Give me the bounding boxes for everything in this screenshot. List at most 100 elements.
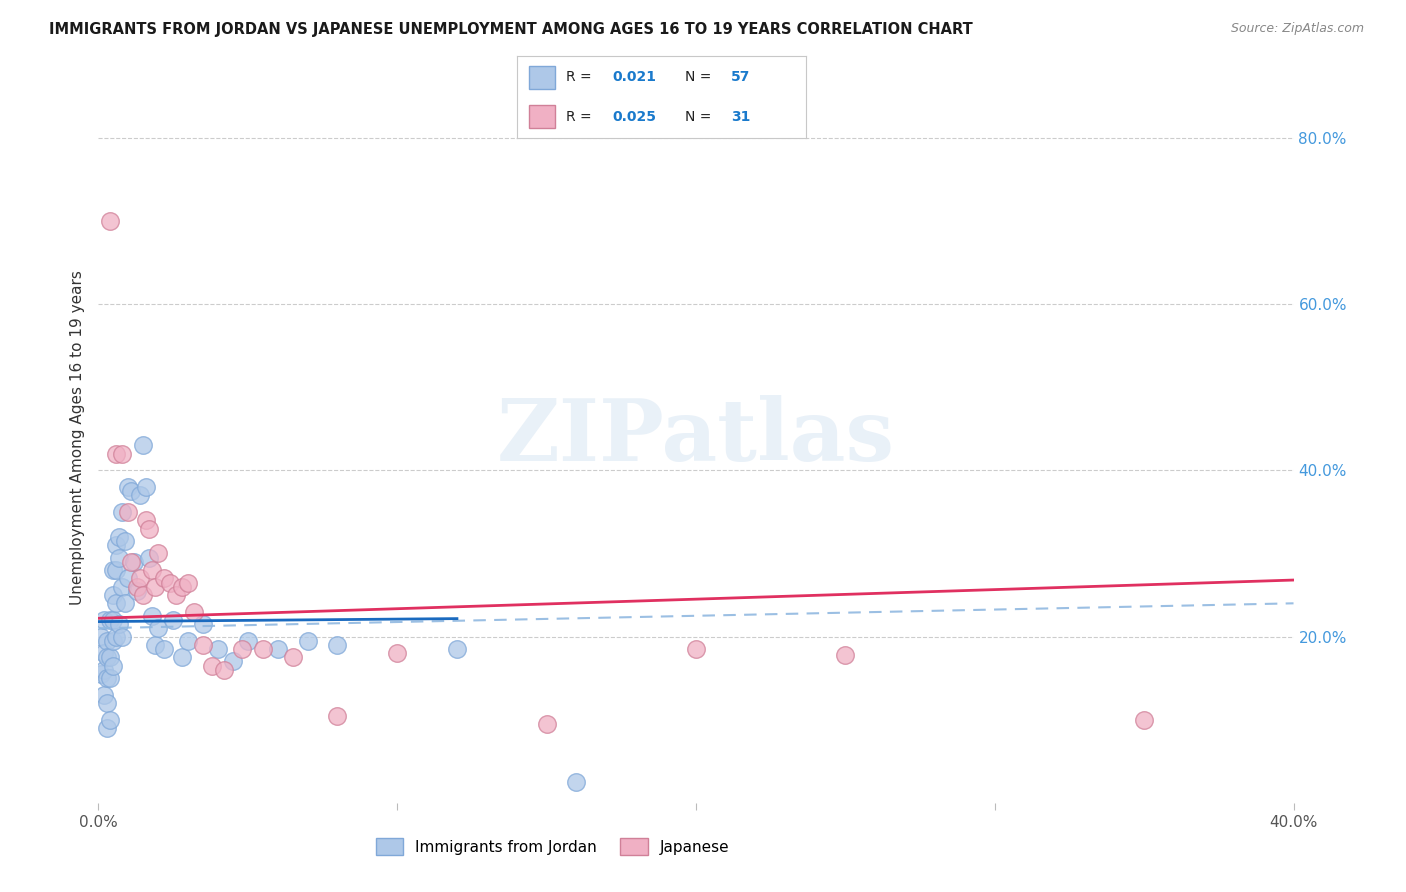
Point [143, 638, 166, 652]
Point [96, 633, 118, 648]
Point [834, 648, 856, 662]
Point [153, 642, 176, 657]
Point [326, 708, 349, 723]
Point [148, 546, 170, 560]
Point [96, 671, 118, 685]
Point [114, 596, 136, 610]
Point [207, 642, 229, 657]
Point [141, 563, 163, 577]
Point [685, 642, 707, 657]
Point [201, 658, 224, 673]
Point [117, 505, 139, 519]
Point [143, 580, 166, 594]
Text: N =: N = [685, 70, 716, 84]
Text: 57: 57 [731, 70, 749, 84]
Point [96, 696, 118, 710]
Text: 31: 31 [731, 111, 749, 124]
Point [281, 650, 304, 665]
Point [148, 621, 170, 635]
Y-axis label: Unemployment Among Ages 16 to 19 years: Unemployment Among Ages 16 to 19 years [69, 269, 84, 605]
Point [138, 550, 160, 565]
Text: Source: ZipAtlas.com: Source: ZipAtlas.com [1230, 22, 1364, 36]
Point [96, 721, 118, 735]
Point [153, 571, 176, 585]
Point [98, 214, 122, 228]
Point [172, 580, 194, 594]
Point [105, 596, 128, 610]
Point [129, 571, 152, 585]
Point [98, 613, 122, 627]
Point [105, 563, 128, 577]
Text: 0.025: 0.025 [613, 111, 657, 124]
Point [93, 688, 115, 702]
FancyBboxPatch shape [529, 105, 555, 128]
Point [117, 480, 139, 494]
Text: R =: R = [567, 70, 596, 84]
Point [120, 484, 142, 499]
Point [93, 613, 115, 627]
Point [297, 633, 319, 648]
Point [98, 671, 122, 685]
Point [127, 583, 149, 598]
Point [446, 642, 468, 657]
Point [105, 630, 128, 644]
Point [183, 605, 205, 619]
Point [222, 655, 245, 669]
Point [103, 588, 125, 602]
Point [135, 513, 157, 527]
Point [162, 613, 184, 627]
Point [536, 716, 558, 731]
Point [385, 646, 409, 660]
Point [129, 488, 152, 502]
Point [120, 555, 142, 569]
Point [111, 505, 134, 519]
Point [191, 638, 214, 652]
Point [252, 642, 274, 657]
Point [108, 550, 131, 565]
Point [135, 480, 157, 494]
Point [96, 650, 118, 665]
Point [103, 563, 125, 577]
Legend: Immigrants from Jordan, Japanese: Immigrants from Jordan, Japanese [370, 832, 735, 861]
Point [236, 633, 259, 648]
Point [111, 630, 134, 644]
Point [326, 638, 349, 652]
Text: 0.021: 0.021 [613, 70, 657, 84]
Point [93, 646, 115, 660]
Point [111, 447, 134, 461]
Point [124, 555, 146, 569]
Point [138, 521, 160, 535]
Point [103, 613, 125, 627]
Text: N =: N = [685, 111, 716, 124]
Point [132, 588, 155, 602]
Point [231, 642, 253, 657]
Point [165, 588, 187, 602]
Point [105, 447, 128, 461]
Point [177, 575, 200, 590]
Text: ZIPatlas: ZIPatlas [496, 395, 896, 479]
Point [191, 617, 214, 632]
Point [98, 713, 122, 727]
Point [111, 580, 134, 594]
Point [108, 530, 131, 544]
Point [90, 667, 112, 681]
Point [117, 571, 139, 585]
Point [177, 633, 200, 648]
Text: R =: R = [567, 111, 596, 124]
Point [98, 650, 122, 665]
Text: IMMIGRANTS FROM JORDAN VS JAPANESE UNEMPLOYMENT AMONG AGES 16 TO 19 YEARS CORREL: IMMIGRANTS FROM JORDAN VS JAPANESE UNEMP… [49, 22, 973, 37]
Point [1133, 713, 1156, 727]
Point [90, 630, 112, 644]
Point [114, 533, 136, 548]
Point [103, 633, 125, 648]
FancyBboxPatch shape [529, 66, 555, 89]
Point [267, 642, 290, 657]
Point [212, 663, 235, 677]
Point [172, 650, 194, 665]
Point [127, 580, 149, 594]
Point [565, 775, 588, 789]
Point [103, 658, 125, 673]
Point [132, 438, 155, 452]
Point [105, 538, 128, 552]
Point [93, 663, 115, 677]
